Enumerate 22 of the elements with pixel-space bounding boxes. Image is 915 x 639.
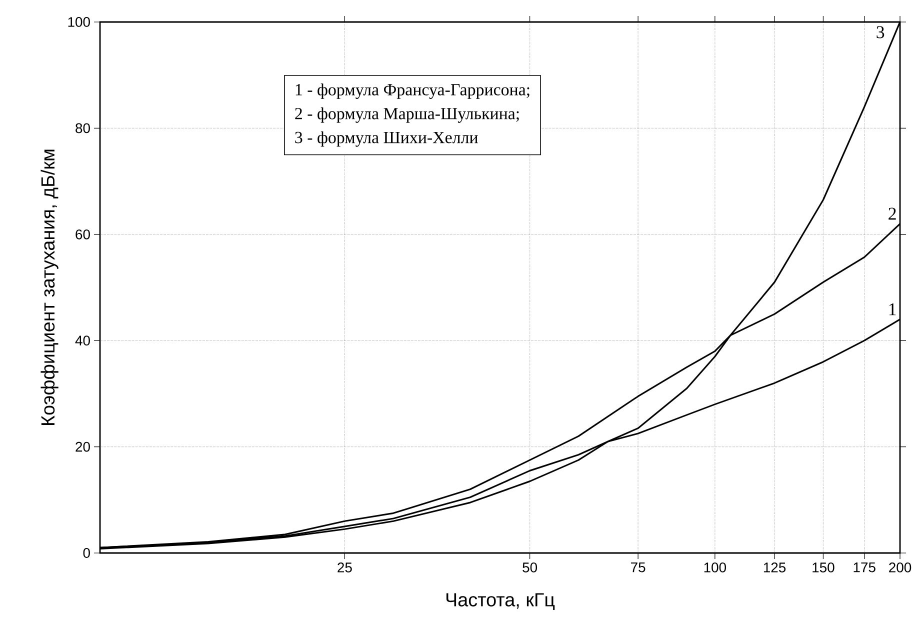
y-tick-label: 0 bbox=[83, 548, 90, 558]
x-axis-title: Частота, кГц bbox=[446, 593, 555, 610]
legend-label: 3 bbox=[876, 26, 884, 38]
y-tick-label: 60 bbox=[76, 229, 90, 240]
y-axis-title: Коэффициент затухания, дБ/км bbox=[40, 150, 58, 425]
annotation: 3 - формула Шихи-Хелли bbox=[295, 131, 478, 147]
series-label: 1 bbox=[889, 303, 896, 316]
x-tick-label: 150 bbox=[812, 562, 834, 572]
x-tick-label: 50 bbox=[522, 562, 538, 572]
y-tick-label: 40 bbox=[75, 336, 90, 346]
y-tick-label: 20 bbox=[76, 442, 90, 452]
series-label: 2 bbox=[888, 208, 896, 220]
x-tick-label: 175 bbox=[854, 562, 876, 572]
annotation: 1 - формула Франсуа-Гаррисона; bbox=[296, 84, 530, 99]
y-tick-label: 80 bbox=[76, 123, 90, 134]
x-tick-label: 75 bbox=[631, 562, 646, 572]
x-tick-label: 100 bbox=[704, 562, 726, 572]
annotation: 2 - формула Марша-Шулькина; bbox=[295, 107, 519, 123]
y-tick-label: 100 bbox=[68, 17, 90, 27]
x-tick-label: 200 bbox=[889, 562, 912, 572]
x-tick-label: 125 bbox=[764, 562, 786, 572]
x-tick-label: 25 bbox=[338, 562, 352, 572]
